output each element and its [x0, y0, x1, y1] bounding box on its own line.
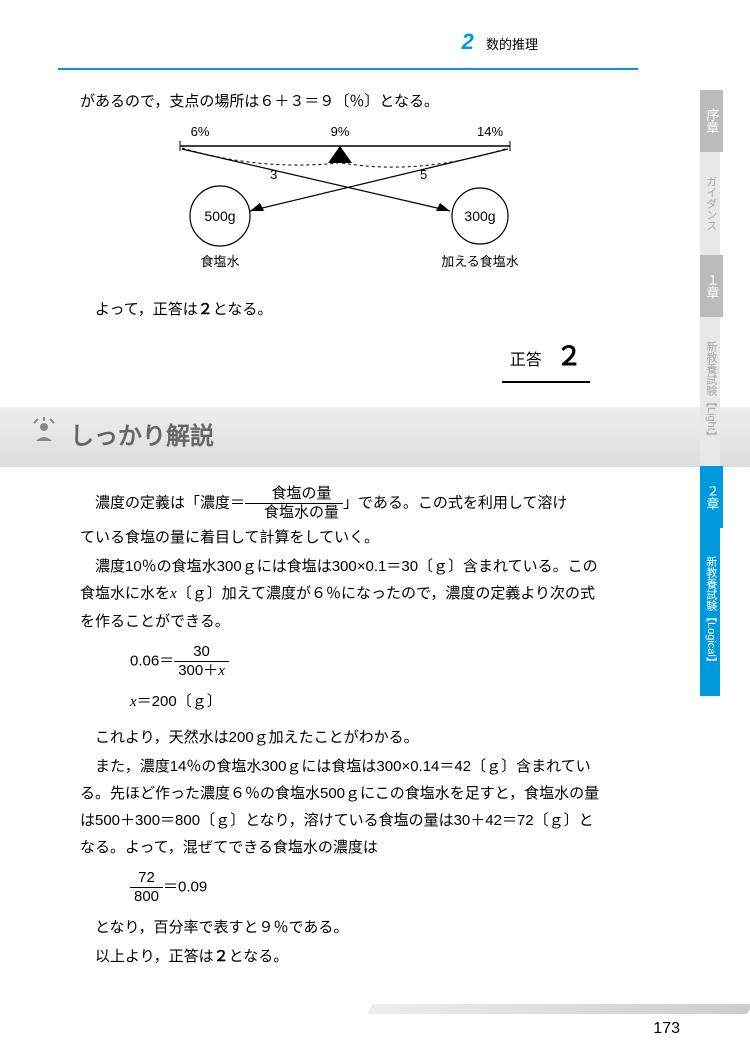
- page-number: 173: [653, 1015, 680, 1044]
- explanation-p7: 以上より，正答は２となる。: [80, 943, 600, 970]
- chapter-title: 数的推理: [486, 37, 538, 52]
- chapter-number: 2: [462, 29, 474, 54]
- explanation-p5: また，濃度14％の食塩水300ｇには食塩は300×0.14＝42〔ｇ〕含まれてい…: [80, 753, 600, 861]
- chapter-header: 2 数的推理: [58, 0, 638, 70]
- main-content: があるので，支点の場所は６＋３＝９〔％〕となる。 6% 9% 14% 3 5 5…: [0, 70, 660, 970]
- formula-3: 72800＝0.09: [130, 869, 600, 906]
- section-header: しっかり解説: [0, 407, 750, 466]
- answer-value: ２: [556, 341, 582, 371]
- svg-text:500g: 500g: [204, 208, 235, 224]
- section-title: しっかり解説: [70, 415, 214, 458]
- svg-text:加える食塩水: 加える食塩水: [441, 254, 519, 269]
- person-icon: [30, 417, 58, 457]
- tab-intro-sub: ガイダンス: [700, 152, 720, 255]
- conclusion-line: よって，正答は２となる。: [80, 296, 600, 323]
- footer-decoration: [367, 1004, 750, 1014]
- tab-intro: 序章: [700, 90, 723, 152]
- explanation-p6: となり，百分率で表すと９％である。: [80, 914, 600, 941]
- answer-label: 正答: [510, 352, 542, 369]
- svg-text:食塩水: 食塩水: [200, 254, 239, 269]
- explanation-p4: これより，天然水は200ｇ加えたことがわかる。: [80, 724, 600, 751]
- svg-text:300g: 300g: [464, 208, 495, 224]
- formula-1: 0.06＝30300＋x: [130, 643, 600, 680]
- svg-text:6%: 6%: [191, 124, 210, 139]
- intro-line: があるので，支点の場所は６＋３＝９〔％〕となる。: [80, 88, 600, 115]
- sidebar-tabs: 序章 ガイダンス １章 新教養試験【Light】 ２章 新教養試験【Logica…: [700, 90, 750, 696]
- svg-text:9%: 9%: [331, 124, 350, 139]
- tab-ch2: ２章: [700, 466, 723, 528]
- answer-box: 正答 ２: [80, 333, 600, 384]
- formula-2: x＝200〔ｇ〕: [130, 688, 600, 716]
- svg-text:14%: 14%: [477, 124, 503, 139]
- explanation-p2: ている食塩の量に着目して計算をしていく。: [80, 524, 600, 551]
- tab-ch1: １章: [700, 255, 723, 317]
- lever-diagram: 6% 9% 14% 3 5 500g 300g 食塩水 加える食塩水: [80, 121, 600, 290]
- explanation-p3: 濃度10％の食塩水300ｇには食塩は300×0.1＝30〔ｇ〕含まれている。この…: [80, 553, 600, 635]
- tab-ch2-sub: 新教養試験【Logical】: [700, 528, 720, 696]
- tab-ch1-sub: 新教養試験【Light】: [700, 317, 720, 466]
- explanation-p1: 濃度の定義は「濃度＝食塩の量食塩水の量」である。この式を利用して溶け: [80, 485, 600, 522]
